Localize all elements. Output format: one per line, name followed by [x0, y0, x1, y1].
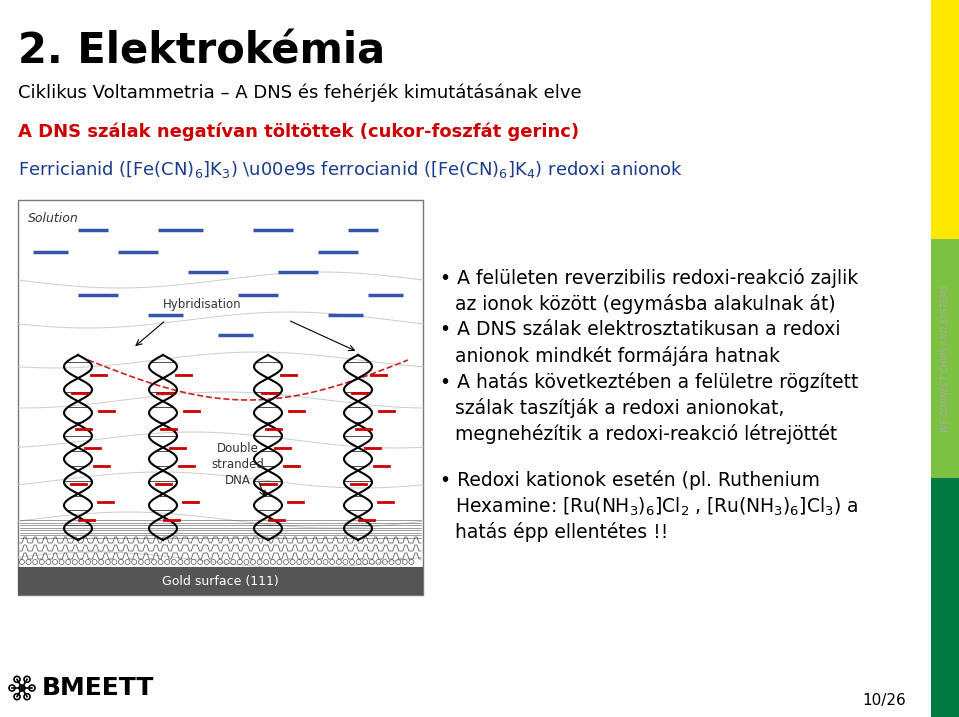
Text: Double
stranded
DNA: Double stranded DNA: [212, 442, 265, 488]
Text: WE CONNECT CHIPS AND SYSTEMS: WE CONNECT CHIPS AND SYSTEMS: [941, 285, 949, 432]
Text: A DNS szálak negatívan töltöttek (cukor-foszfát gerinc): A DNS szálak negatívan töltöttek (cukor-…: [18, 123, 579, 141]
Text: Hybridisation: Hybridisation: [163, 298, 242, 311]
Bar: [931, 0, 959, 239]
Text: Hexamine: [Ru(NH$_3$)$_6$]Cl$_2$ , [Ru(NH$_3$)$_6$]Cl$_3$) a: Hexamine: [Ru(NH$_3$)$_6$]Cl$_2$ , [Ru(N…: [455, 496, 858, 518]
Text: • A DNS szálak elektrosztatikusan a redoxi: • A DNS szálak elektrosztatikusan a redo…: [440, 320, 840, 339]
Text: Solution: Solution: [28, 212, 79, 225]
Text: Ciklikus Voltammetria – A DNS és fehérjék kimutátásának elve: Ciklikus Voltammetria – A DNS és fehérjé…: [18, 84, 581, 103]
Text: hatás épp ellentétes !!: hatás épp ellentétes !!: [455, 522, 668, 542]
Text: szálak taszítják a redoxi anionokat,: szálak taszítják a redoxi anionokat,: [455, 398, 784, 418]
Text: anionok mindkét formájára hatnak: anionok mindkét formájára hatnak: [455, 346, 780, 366]
Bar: [931, 478, 959, 717]
Bar: [18, 200, 423, 595]
Text: 2. Elektrokémia: 2. Elektrokémia: [18, 31, 386, 73]
Text: Ferricianid ([Fe(CN)$_6$]K$_3$) \u00e9s ferrocianid ([Fe(CN)$_6$]K$_4$) redoxi a: Ferricianid ([Fe(CN)$_6$]K$_3$) \u00e9s …: [18, 159, 683, 181]
Text: 10/26: 10/26: [862, 693, 905, 708]
Bar: [18, 567, 423, 595]
Text: • A hatás következtében a felületre rögzített: • A hatás következtében a felületre rögz…: [440, 372, 858, 392]
Text: BMEETT: BMEETT: [42, 676, 154, 700]
Text: az ionok között (egymásba alakulnak át): az ionok között (egymásba alakulnak át): [455, 294, 835, 314]
Text: • Redoxi kationok esetén (pl. Ruthenium: • Redoxi kationok esetén (pl. Ruthenium: [440, 470, 820, 490]
Text: megnehézítik a redoxi-reakció létrejöttét: megnehézítik a redoxi-reakció létrejötté…: [455, 424, 837, 444]
Bar: [931, 239, 959, 478]
Text: Gold surface (111): Gold surface (111): [162, 574, 279, 587]
Text: • A felületen reverzibilis redoxi-reakció zajlik: • A felületen reverzibilis redoxi-reakci…: [440, 268, 858, 288]
